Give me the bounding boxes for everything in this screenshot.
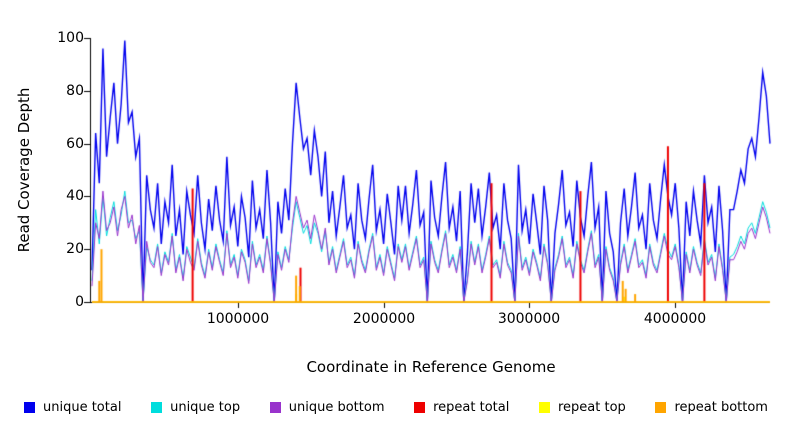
y-axis-label: Read Coverage Depth (15, 87, 33, 253)
y-tick-label-80: 80 (66, 83, 84, 99)
legend-label-repeat-bottom: repeat bottom (674, 400, 768, 415)
legend-label-unique-total: unique total (43, 400, 122, 415)
legend-item-unique-bottom: unique bottom (269, 400, 385, 415)
legend-swatch-unique-top-icon (151, 402, 163, 413)
legend-label-unique-bottom: unique bottom (288, 400, 385, 415)
legend-item-repeat-bottom: repeat bottom (655, 400, 768, 415)
legend-item-unique-top: unique top (151, 400, 240, 415)
legend-swatch-repeat-bottom-icon (655, 402, 667, 413)
legend-label-repeat-top: repeat top (558, 400, 626, 415)
x-axis-label: Coordinate in Reference Genome (306, 358, 556, 376)
legend-swatch-repeat-top-icon (539, 402, 550, 413)
y-tick-label-100: 100 (57, 30, 84, 46)
legend-swatch-unique-bottom-icon (269, 402, 281, 413)
legend-swatch-repeat-total-icon (414, 402, 426, 413)
x-tick-label-3000000: 3000000 (497, 311, 561, 327)
legend-swatch-unique-total-icon (24, 402, 35, 413)
legend-label-repeat-total: repeat total (433, 400, 510, 415)
y-tick-label-20: 20 (66, 241, 84, 257)
legend-item-repeat-top: repeat top (539, 400, 626, 415)
y-tick-label-0: 0 (75, 294, 84, 310)
x-tick-label-4000000: 4000000 (643, 311, 707, 327)
legend: unique total unique top unique bottom re… (0, 400, 792, 415)
x-tick-label-2000000: 2000000 (352, 311, 416, 327)
legend-item-unique-total: unique total (24, 400, 121, 415)
x-tick-label-1000000: 1000000 (206, 311, 270, 327)
legend-item-repeat-total: repeat total (414, 400, 509, 415)
y-tick-label-60: 60 (66, 136, 84, 152)
legend-label-unique-top: unique top (170, 400, 241, 415)
y-tick-label-40: 40 (66, 188, 84, 204)
